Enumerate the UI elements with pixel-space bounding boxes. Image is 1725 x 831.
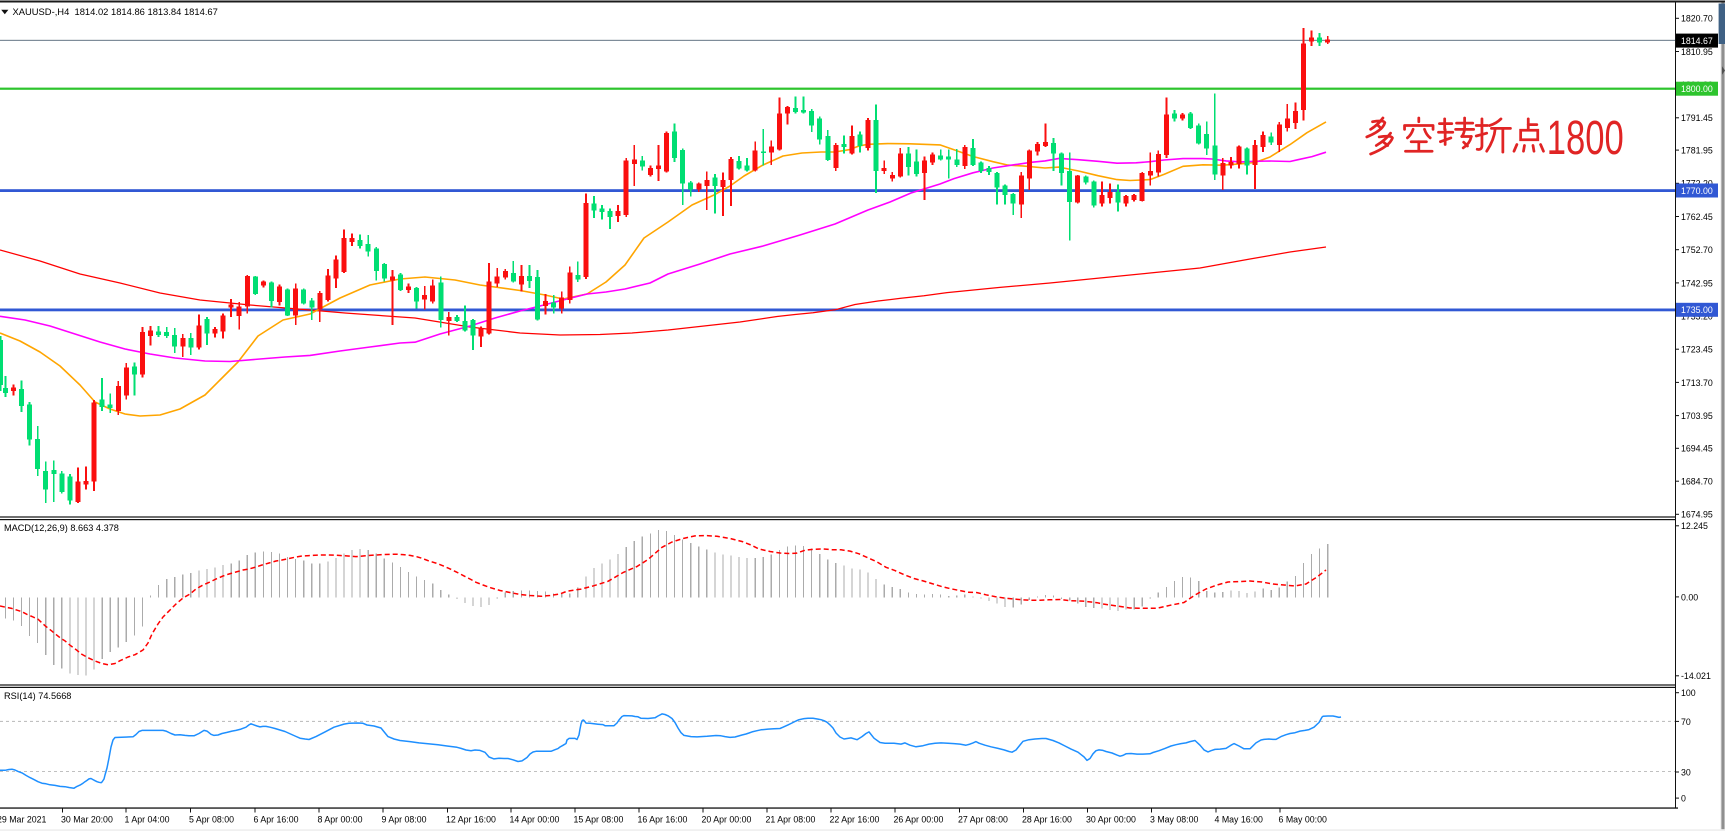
- svg-text:1770.00: 1770.00: [1681, 186, 1713, 196]
- svg-text:22 Apr 16:00: 22 Apr 16:00: [830, 815, 880, 825]
- svg-text:20 Apr 00:00: 20 Apr 00:00: [702, 815, 752, 825]
- svg-text:26 Apr 00:00: 26 Apr 00:00: [894, 815, 944, 825]
- svg-text:15 Apr 08:00: 15 Apr 08:00: [574, 815, 624, 825]
- svg-text:6 May 00:00: 6 May 00:00: [1279, 815, 1328, 825]
- svg-text:27 Apr 08:00: 27 Apr 08:00: [958, 815, 1008, 825]
- svg-text:28 Apr 16:00: 28 Apr 16:00: [1022, 815, 1072, 825]
- svg-text:RSI(14) 74.5668: RSI(14) 74.5668: [4, 691, 71, 701]
- svg-text:1694.45: 1694.45: [1681, 444, 1713, 454]
- svg-text:6 Apr 16:00: 6 Apr 16:00: [254, 815, 299, 825]
- svg-text:1752.70: 1752.70: [1681, 245, 1713, 255]
- svg-text:21 Apr 08:00: 21 Apr 08:00: [766, 815, 816, 825]
- svg-text:12.245: 12.245: [1681, 521, 1708, 531]
- svg-text:30 Mar 20:00: 30 Mar 20:00: [61, 815, 113, 825]
- svg-text:1781.95: 1781.95: [1681, 146, 1713, 156]
- svg-text:1674.95: 1674.95: [1681, 510, 1713, 520]
- svg-text:1800.00: 1800.00: [1681, 84, 1713, 94]
- svg-text:16 Apr 16:00: 16 Apr 16:00: [638, 815, 688, 825]
- svg-text:0: 0: [1681, 794, 1686, 804]
- svg-text:-14.021: -14.021: [1681, 671, 1711, 681]
- svg-text:1684.70: 1684.70: [1681, 477, 1713, 487]
- svg-text:5 Apr 08:00: 5 Apr 08:00: [189, 815, 234, 825]
- svg-text:1723.45: 1723.45: [1681, 345, 1713, 355]
- svg-text:30 Apr 00:00: 30 Apr 00:00: [1086, 815, 1136, 825]
- svg-text:1791.45: 1791.45: [1681, 113, 1713, 123]
- svg-text:100: 100: [1681, 688, 1696, 698]
- svg-text:1800: 1800: [1547, 112, 1624, 165]
- svg-text:70: 70: [1681, 717, 1691, 727]
- svg-text:1735.00: 1735.00: [1681, 305, 1713, 315]
- svg-text:1814.67: 1814.67: [1681, 36, 1713, 46]
- svg-text:30: 30: [1681, 767, 1691, 777]
- svg-text:4 May 16:00: 4 May 16:00: [1215, 815, 1264, 825]
- svg-text:1810.95: 1810.95: [1681, 47, 1713, 57]
- svg-text:0.00: 0.00: [1681, 592, 1698, 602]
- svg-text:3 May 08:00: 3 May 08:00: [1150, 815, 1199, 825]
- svg-text:29 Mar 2021: 29 Mar 2021: [0, 815, 46, 825]
- svg-text:1703.95: 1703.95: [1681, 411, 1713, 421]
- svg-text:8 Apr 00:00: 8 Apr 00:00: [318, 815, 363, 825]
- svg-text:1742.95: 1742.95: [1681, 278, 1713, 288]
- svg-text:1762.45: 1762.45: [1681, 212, 1713, 222]
- svg-text:1 Apr 04:00: 1 Apr 04:00: [125, 815, 170, 825]
- svg-text:1820.70: 1820.70: [1681, 14, 1713, 24]
- svg-text:9 Apr 08:00: 9 Apr 08:00: [382, 815, 427, 825]
- svg-text:1713.70: 1713.70: [1681, 378, 1713, 388]
- svg-text:MACD(12,26,9) 8.663 4.378: MACD(12,26,9) 8.663 4.378: [4, 523, 119, 533]
- svg-text:14 Apr 00:00: 14 Apr 00:00: [510, 815, 560, 825]
- svg-text:XAUUSD-,H4 1814.02 1814.86 18: XAUUSD-,H4 1814.02 1814.86 1813.84 1814.…: [13, 6, 218, 17]
- svg-text:12 Apr 16:00: 12 Apr 16:00: [446, 815, 496, 825]
